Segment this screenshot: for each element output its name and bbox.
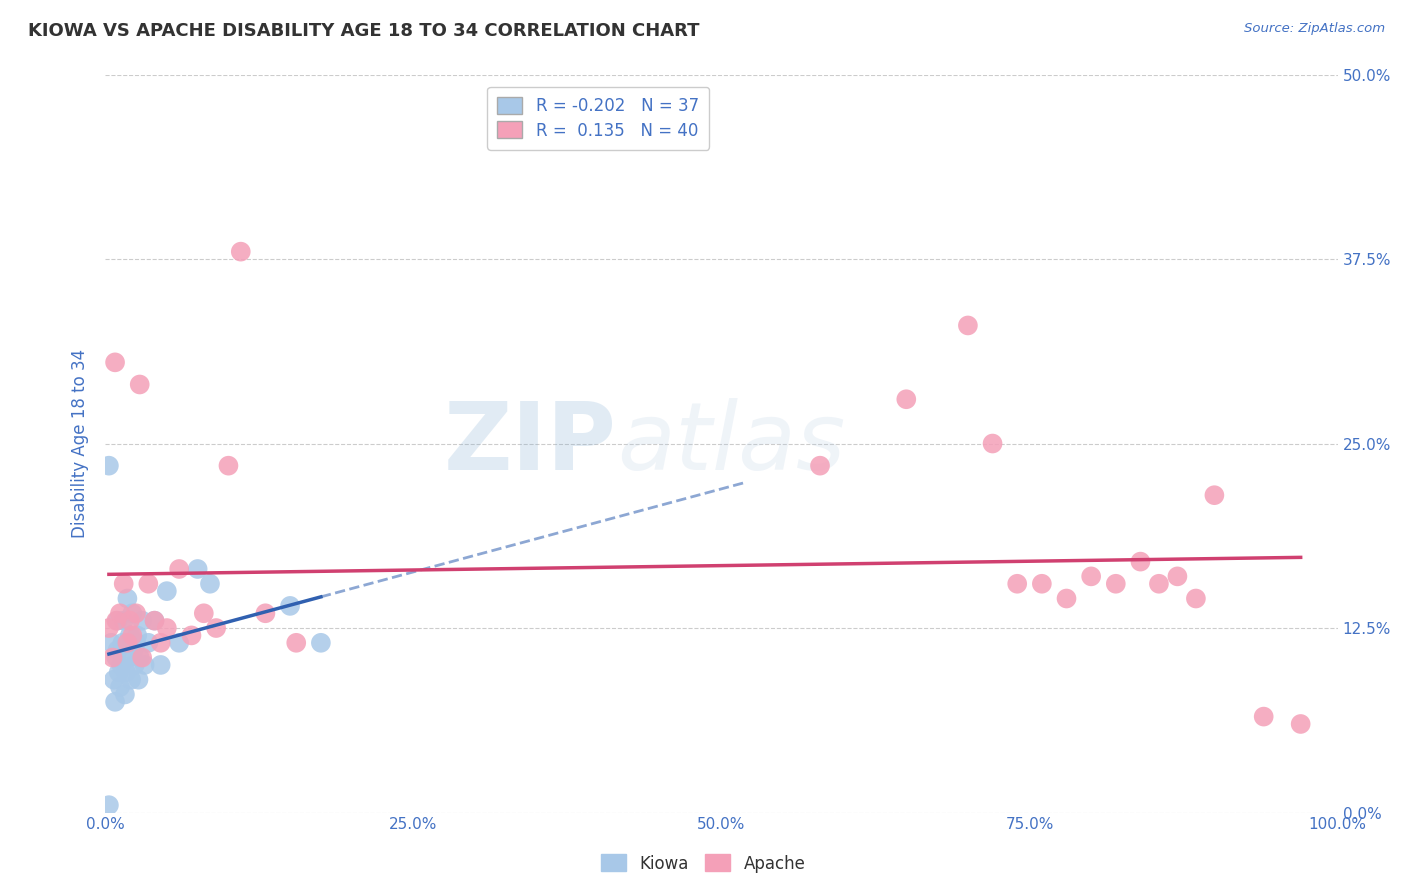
Point bbox=[138, 576, 160, 591]
Point bbox=[808, 458, 831, 473]
Point bbox=[1147, 576, 1170, 591]
Point bbox=[167, 636, 190, 650]
Point bbox=[128, 377, 150, 392]
Point bbox=[117, 636, 139, 650]
Point bbox=[254, 607, 277, 621]
Point bbox=[104, 355, 127, 369]
Point bbox=[1129, 555, 1152, 569]
Point bbox=[111, 636, 134, 650]
Point bbox=[118, 614, 141, 628]
Point bbox=[134, 657, 156, 672]
Point bbox=[127, 673, 149, 687]
Point bbox=[127, 628, 149, 642]
Point bbox=[107, 614, 129, 628]
Point bbox=[278, 599, 301, 613]
Point bbox=[1005, 576, 1028, 591]
Point bbox=[131, 614, 153, 628]
Point bbox=[143, 614, 166, 628]
Point bbox=[229, 244, 252, 259]
Point bbox=[131, 650, 153, 665]
Point bbox=[198, 576, 221, 591]
Text: atlas: atlas bbox=[617, 398, 845, 489]
Point bbox=[112, 614, 135, 628]
Point bbox=[110, 657, 132, 672]
Point bbox=[205, 621, 228, 635]
Point bbox=[97, 458, 120, 473]
Point bbox=[105, 650, 128, 665]
Point bbox=[122, 643, 145, 657]
Y-axis label: Disability Age 18 to 34: Disability Age 18 to 34 bbox=[72, 349, 89, 538]
Legend: Kiowa, Apache: Kiowa, Apache bbox=[595, 847, 811, 880]
Legend: R = -0.202   N = 37, R =  0.135   N = 40: R = -0.202 N = 37, R = 0.135 N = 40 bbox=[488, 87, 709, 150]
Point bbox=[108, 680, 131, 694]
Point bbox=[1056, 591, 1078, 606]
Point bbox=[121, 607, 143, 621]
Point bbox=[124, 657, 146, 672]
Point bbox=[896, 392, 918, 407]
Text: ZIP: ZIP bbox=[444, 398, 617, 490]
Point bbox=[118, 628, 141, 642]
Point bbox=[143, 614, 166, 628]
Point bbox=[217, 458, 239, 473]
Point bbox=[156, 584, 179, 599]
Point bbox=[285, 636, 308, 650]
Text: Source: ZipAtlas.com: Source: ZipAtlas.com bbox=[1244, 22, 1385, 36]
Text: KIOWA VS APACHE DISABILITY AGE 18 TO 34 CORRELATION CHART: KIOWA VS APACHE DISABILITY AGE 18 TO 34 … bbox=[28, 22, 700, 40]
Point bbox=[114, 688, 136, 702]
Point bbox=[125, 607, 148, 621]
Point bbox=[1031, 576, 1053, 591]
Point bbox=[1185, 591, 1208, 606]
Point bbox=[1080, 569, 1102, 583]
Point bbox=[103, 673, 125, 687]
Point bbox=[193, 607, 215, 621]
Point bbox=[108, 607, 131, 621]
Point bbox=[1253, 709, 1275, 723]
Point bbox=[149, 636, 172, 650]
Point bbox=[1105, 576, 1128, 591]
Point bbox=[97, 798, 120, 813]
Point bbox=[956, 318, 979, 333]
Point bbox=[100, 636, 122, 650]
Point bbox=[104, 695, 127, 709]
Point bbox=[105, 614, 128, 628]
Point bbox=[117, 591, 139, 606]
Point bbox=[187, 562, 209, 576]
Point bbox=[128, 650, 150, 665]
Point bbox=[156, 621, 179, 635]
Point bbox=[309, 636, 332, 650]
Point bbox=[115, 665, 138, 680]
Point bbox=[112, 576, 135, 591]
Point bbox=[1289, 717, 1312, 731]
Point bbox=[149, 657, 172, 672]
Point bbox=[107, 643, 129, 657]
Point bbox=[1204, 488, 1226, 502]
Point bbox=[125, 636, 148, 650]
Point bbox=[97, 621, 120, 635]
Point bbox=[107, 665, 129, 680]
Point bbox=[120, 673, 142, 687]
Point bbox=[167, 562, 190, 576]
Point bbox=[121, 628, 143, 642]
Point bbox=[138, 636, 160, 650]
Point bbox=[981, 436, 1004, 450]
Point bbox=[101, 650, 124, 665]
Point bbox=[117, 650, 139, 665]
Point bbox=[180, 628, 202, 642]
Point bbox=[1166, 569, 1188, 583]
